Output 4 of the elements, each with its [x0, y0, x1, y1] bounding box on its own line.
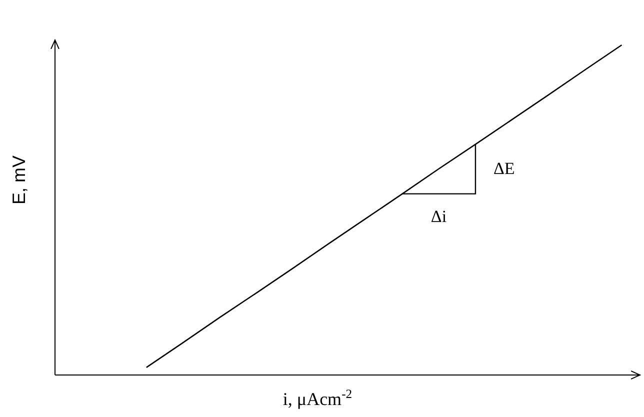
- annotation: ΔE: [493, 159, 515, 178]
- y-axis-title: E, mV: [9, 155, 29, 205]
- annotation: Δi: [430, 206, 447, 226]
- x-axis-title: i, μAcm$^{-2}$: [282, 387, 352, 409]
